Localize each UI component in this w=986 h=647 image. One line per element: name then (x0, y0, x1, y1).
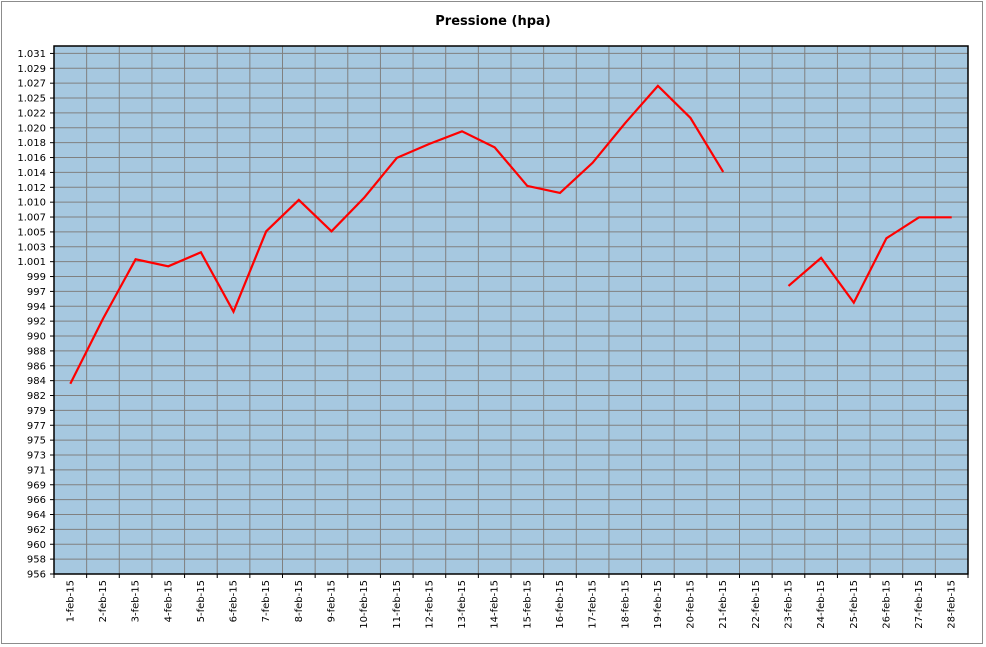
y-tick-label: 997 (27, 287, 46, 298)
x-tick-label: 26-feb-15 (881, 580, 892, 629)
y-tick-label: 973 (27, 451, 46, 462)
y-tick-label: 984 (27, 376, 46, 387)
y-tick-label: 964 (27, 510, 46, 521)
y-tick-label: 999 (27, 272, 46, 283)
y-tick-label: 1.018 (17, 138, 46, 149)
y-tick-label: 969 (27, 480, 46, 491)
x-tick-label: 11-feb-15 (392, 580, 403, 629)
y-tick-label: 1.010 (17, 198, 46, 209)
x-tick-label: 23-feb-15 (783, 580, 794, 629)
y-tick-label: 992 (27, 317, 46, 328)
y-tick-label: 975 (27, 436, 46, 447)
x-tick-label: 12-feb-15 (424, 580, 435, 629)
y-tick-label: 990 (27, 332, 46, 343)
y-tick-label: 966 (27, 495, 46, 506)
y-tick-label: 958 (27, 555, 46, 566)
plot-border (53, 45, 969, 575)
chart-title: Pressione (hpa) (435, 14, 551, 29)
x-tick-label: 3-feb-15 (131, 580, 142, 622)
y-tick-label: 979 (27, 406, 46, 417)
x-tick-label: 9-feb-15 (326, 580, 337, 622)
x-tick-label: 19-feb-15 (653, 580, 664, 629)
y-tick-label: 1.022 (17, 108, 46, 119)
y-tick-label: 1.029 (17, 64, 46, 75)
y-tick-label: 1.027 (17, 79, 46, 90)
y-tick-label: 977 (27, 421, 46, 432)
x-tick-label: 8-feb-15 (294, 580, 305, 622)
x-tick-label: 18-feb-15 (620, 580, 631, 629)
y-tick-label: 971 (27, 465, 46, 476)
x-tick-label: 2-feb-15 (98, 580, 109, 622)
x-tick-label: 15-feb-15 (522, 580, 533, 629)
y-tick-label: 1.014 (17, 168, 46, 179)
x-tick-label: 20-feb-15 (686, 580, 697, 629)
y-tick-label: 1.016 (17, 153, 46, 164)
y-tick-label: 1.003 (17, 242, 46, 253)
y-tick-label: 988 (27, 346, 46, 357)
x-tick-label: 25-feb-15 (849, 580, 860, 629)
y-tick-label: 1.012 (17, 183, 46, 194)
y-tick-label: 1.025 (17, 94, 46, 105)
x-tick-label: 13-feb-15 (457, 580, 468, 629)
y-tick-label: 1.001 (17, 257, 46, 268)
y-tick-label: 986 (27, 361, 46, 372)
y-tick-label: 994 (27, 302, 46, 313)
y-tick-label: 982 (27, 391, 46, 402)
x-tick-label: 16-feb-15 (555, 580, 566, 629)
x-tick-label: 24-feb-15 (816, 580, 827, 629)
x-tick-label: 10-feb-15 (359, 580, 370, 629)
y-tick-label: 956 (27, 570, 46, 581)
y-tick-label: 1.020 (17, 123, 46, 134)
y-tick-label: 1.007 (17, 213, 46, 224)
x-tick-label: 22-feb-15 (751, 580, 762, 629)
x-tick-label: 5-feb-15 (196, 580, 207, 622)
x-tick-label: 6-feb-15 (229, 580, 240, 622)
x-tick-label: 17-feb-15 (588, 580, 599, 629)
x-tick-label: 28-feb-15 (947, 580, 958, 629)
x-tick-label: 27-feb-15 (914, 580, 925, 629)
x-tick-label: 14-feb-15 (490, 580, 501, 629)
x-tick-label: 1-feb-15 (65, 580, 76, 622)
x-tick-label: 21-feb-15 (718, 580, 729, 629)
y-tick-label: 962 (27, 525, 46, 536)
x-tick-label: 7-feb-15 (261, 580, 272, 622)
x-tick-label: 4-feb-15 (163, 580, 174, 622)
y-tick-label: 1.005 (17, 227, 46, 238)
series-line (787, 216, 952, 305)
y-tick-label: 1.031 (17, 49, 46, 60)
y-tick-label: 960 (27, 540, 46, 551)
